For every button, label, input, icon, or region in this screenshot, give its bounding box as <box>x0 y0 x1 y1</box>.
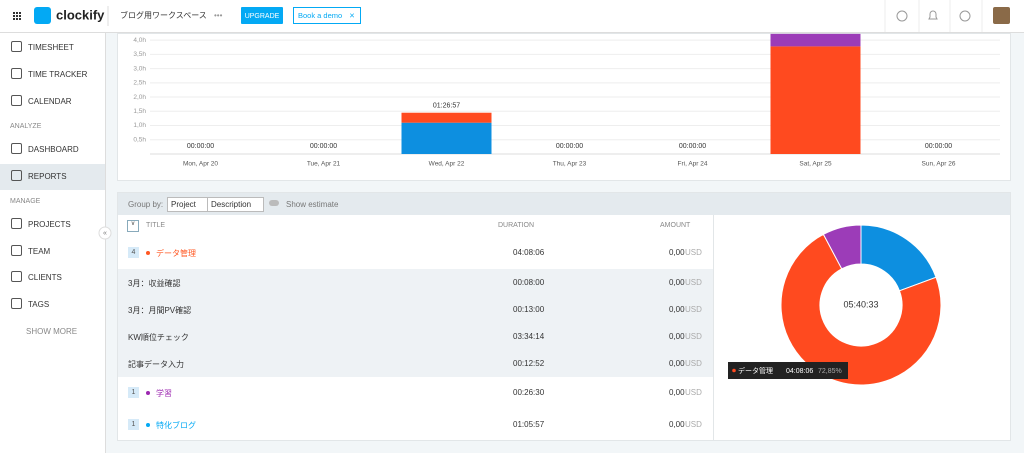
row-duration: 00:08:00 <box>513 277 545 287</box>
row-amount: 0,00 <box>669 419 685 429</box>
sidebar: TIMESHEET TIME TRACKER CALENDAR ANALYZE DASH… <box>0 33 106 453</box>
row-amount: 0,00 <box>669 248 685 257</box>
sidebar-icon <box>11 298 22 309</box>
logo-icon <box>34 7 51 24</box>
group-project[interactable]: Project <box>167 197 209 212</box>
row-currency: USD <box>685 248 702 257</box>
row-amount: 0,00 <box>669 388 685 397</box>
workspace[interactable]: ブログ用ワークスペース <box>120 10 207 20</box>
table: v TITLE DURATION AMOUNT 4 データ管理 04:08:06 0,… <box>118 215 714 441</box>
row-title: データ管理 <box>156 249 196 258</box>
bell-icon[interactable] <box>928 10 938 20</box>
sidebar-icon <box>11 68 22 79</box>
apps-icon[interactable] <box>13 12 21 20</box>
row-amount: 0,00 <box>669 277 685 287</box>
row-currency: USD <box>685 331 702 341</box>
extension-icon[interactable] <box>896 10 908 22</box>
sidebar-section: MANAGE <box>10 198 41 205</box>
row-currency: USD <box>685 358 702 368</box>
estimate-label: Show estimate <box>286 200 339 209</box>
sidebar-item[interactable]: PROJECTS <box>28 220 71 229</box>
row-count[interactable]: 1 <box>128 387 139 398</box>
row-duration: 01:05:57 <box>513 419 545 429</box>
row-title: KW順位チェック <box>128 332 189 342</box>
sidebar-item[interactable]: CLIENTS <box>28 273 62 282</box>
sidebar-icon <box>11 271 22 282</box>
table-row[interactable]: 3月：収益確認 00:08:00 0,00 USD <box>118 269 713 297</box>
sidebar-item[interactable]: TEAM <box>28 247 51 256</box>
col-amount[interactable]: AMOUNT <box>660 222 691 229</box>
demo-close[interactable]: × <box>349 10 354 20</box>
col-title[interactable]: TITLE <box>146 222 166 229</box>
avatar[interactable] <box>993 7 1010 24</box>
col-duration[interactable]: DURATION <box>498 222 535 229</box>
sidebar-section: ANALYZE <box>10 123 42 130</box>
sidebar-item[interactable]: TIME TRACKER <box>28 70 88 79</box>
group-by: Group by: <box>128 200 164 209</box>
bar-panel <box>117 33 1011 181</box>
row-count[interactable]: 4 <box>128 247 139 258</box>
row-duration: 00:26:30 <box>513 388 545 397</box>
demo-button[interactable] <box>293 7 361 24</box>
table-row[interactable]: 1 学習 00:26:30 0,00 USD <box>118 377 713 410</box>
table-row[interactable]: 4 データ管理 04:08:06 0,00 USD <box>118 237 713 270</box>
table-row[interactable]: 記事データ入力 00:12:52 0,00 USD <box>118 350 713 378</box>
row-currency: USD <box>685 419 702 429</box>
sidebar-icon <box>11 170 22 181</box>
sidebar-item[interactable]: DASHBOARD <box>28 145 79 154</box>
sidebar-item[interactable]: REPORTS <box>28 172 67 181</box>
demo-label: Book a demo <box>298 11 342 20</box>
row-amount: 0,00 <box>669 331 685 341</box>
estimate-toggle[interactable] <box>269 200 279 206</box>
help-icon[interactable] <box>959 10 971 22</box>
row-title: 特化ブログ <box>156 420 196 430</box>
sidebar-icon <box>11 95 22 106</box>
upgrade-button[interactable] <box>241 7 283 24</box>
row-bullet <box>146 251 150 255</box>
row-currency: USD <box>685 277 702 287</box>
row-duration: 00:13:00 <box>513 304 545 314</box>
row-title: 記事データ入力 <box>128 359 184 369</box>
active-bg <box>0 164 105 190</box>
sidebar-icon <box>11 245 22 256</box>
group-description[interactable]: Description <box>207 197 265 212</box>
logo: clockify <box>56 7 105 22</box>
sidebar-item[interactable]: TAGS <box>28 300 50 309</box>
sidebar-icon <box>11 143 22 154</box>
row-count[interactable]: 1 <box>128 418 139 430</box>
table-row[interactable]: KW順位チェック 03:34:14 0,00 USD <box>118 323 713 351</box>
table-row[interactable]: 1 特化ブログ 01:05:57 0,00 USD <box>118 409 713 441</box>
sidebar-item[interactable]: TIMESHEET <box>28 43 74 52</box>
more[interactable]: ••• <box>214 11 223 20</box>
header: clockify ブログ用ワークスペース ••• UPGRADE Book a … <box>0 0 1024 33</box>
upgrade-label: UPGRADE <box>245 13 280 20</box>
sidebar-icon <box>11 218 22 229</box>
row-amount: 0,00 <box>669 304 685 314</box>
header-icons: clockify ブログ用ワークスペース ••• UPGRADE Book a … <box>13 0 1010 32</box>
row-amount: 0,00 <box>669 358 685 368</box>
expand-all[interactable]: v <box>127 220 139 232</box>
row-title: 3月：月間PV確認 <box>128 305 192 315</box>
row-title: 学習 <box>156 389 172 398</box>
report-panel: Group by: Project Description Show estim… <box>117 192 1011 441</box>
row-duration: 03:34:14 <box>513 331 545 341</box>
row-bullet <box>146 391 150 395</box>
row-duration: 04:08:06 <box>513 248 545 257</box>
row-currency: USD <box>685 388 702 397</box>
row-duration: 00:12:52 <box>513 358 545 368</box>
row-bullet <box>146 422 150 427</box>
table-header: v TITLE DURATION AMOUNT <box>118 215 713 238</box>
table-row[interactable]: 3月：月間PV確認 00:13:00 0,00 USD <box>118 296 713 324</box>
toolbar: Group by: Project Description Show estim… <box>118 193 1010 215</box>
sidebar-icon <box>11 41 22 52</box>
sidebar-item[interactable]: SHOW MORE <box>26 327 78 336</box>
row-title: 3月：収益確認 <box>128 278 181 288</box>
sidebar-item[interactable]: CALENDAR <box>28 97 72 106</box>
row-currency: USD <box>685 304 702 314</box>
